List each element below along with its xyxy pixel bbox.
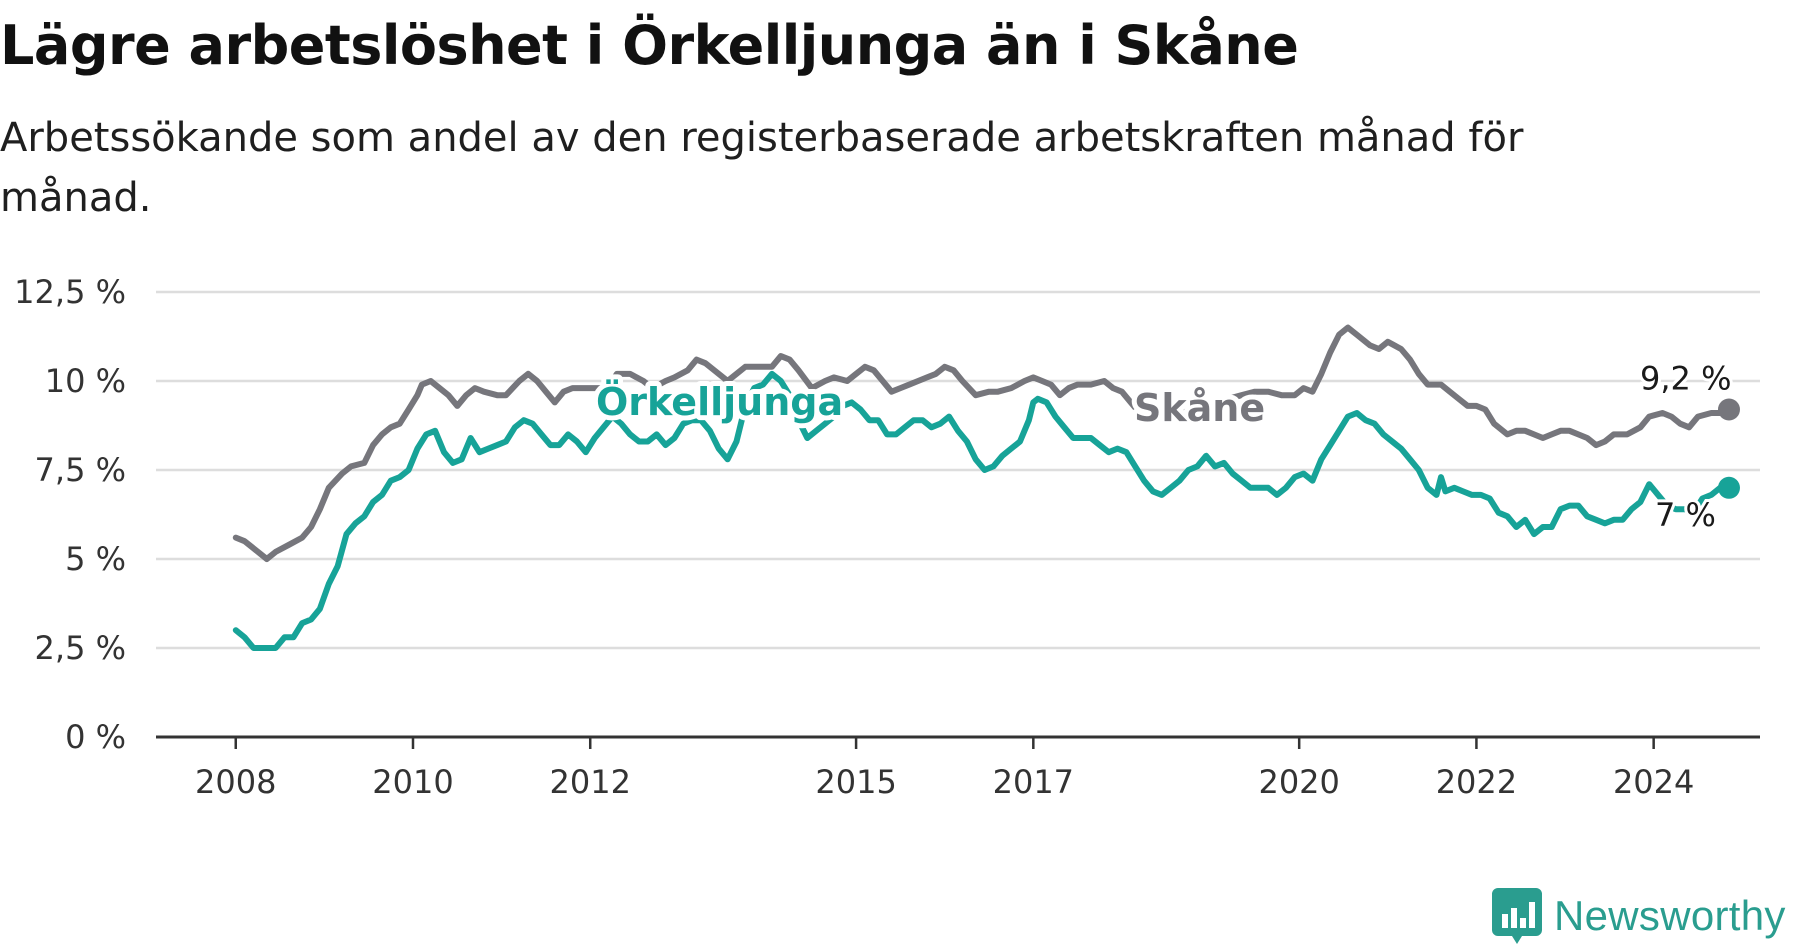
x-tick-label: 2015 [815,763,896,801]
newsworthy-logo: Newsworthy [1492,884,1786,948]
y-axis: 0 % 2,5 % 5 % 7,5 % 10 % 12,5 % [14,273,126,756]
series-label-orkelljunga: Örkelljunga [596,380,843,424]
chart-subtitle: Arbetssökande som andel av den registerb… [0,115,1524,221]
y-tick-label: 2,5 % [35,629,126,667]
chart-title: Lägre arbetslöshet i Örkelljunga än i Sk… [0,14,1299,77]
series-label-skane: Skåne [1134,386,1265,430]
y-tick-label: 12,5 % [14,273,126,311]
x-tick-label: 2020 [1258,763,1339,801]
gridlines [156,290,1760,739]
y-tick-label: 0 % [65,718,126,756]
brand-name: Newsworthy [1554,892,1786,939]
x-tick-label: 2022 [1436,763,1517,801]
y-tick-label: 10 % [45,362,126,400]
end-label-orkelljunga: 7 % [1655,496,1716,534]
series-line-sk-ne [232,324,1732,562]
end-label-skane: 9,2 % [1640,359,1731,397]
x-tick-label: 2012 [550,763,631,801]
series-labels: Skåne Örkelljunga 9,2 % 7 % [591,356,1734,536]
y-tick-label: 7,5 % [35,451,126,489]
x-tick-label: 2017 [993,763,1074,801]
series-line-rkelljunga [232,370,1732,651]
series-lines [232,324,1740,651]
y-tick-label: 5 % [65,540,126,578]
x-tick-label: 2024 [1613,763,1694,801]
series-end-point-sk-ne [1717,398,1740,421]
x-tick-label: 2010 [372,763,453,801]
newsworthy-bar-chart-icon [1492,888,1542,944]
x-axis: 2008 2010 2012 2015 2017 2020 2022 2024 [195,737,1694,801]
series-end-point-rkelljunga [1717,476,1740,499]
x-tick-label: 2008 [195,763,276,801]
